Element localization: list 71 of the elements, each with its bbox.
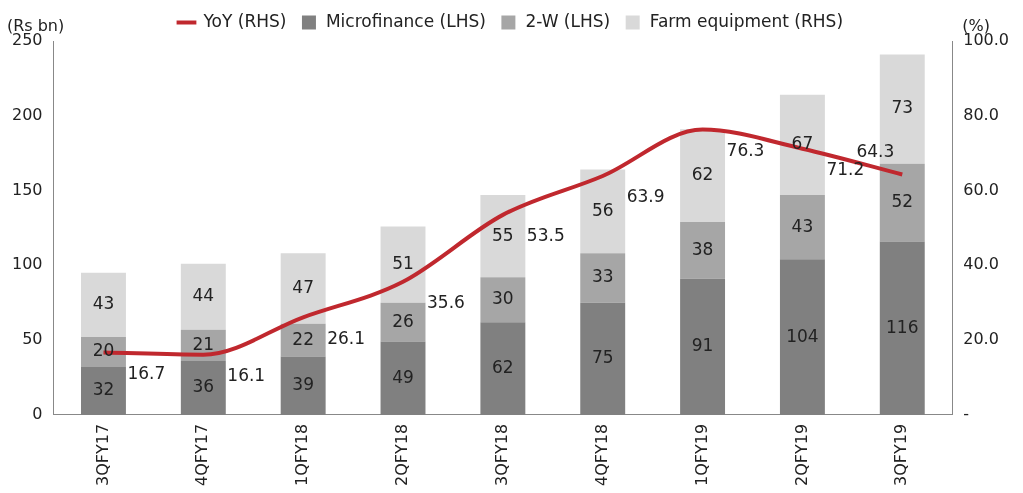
data-label: 16.1 [227,365,266,386]
bar [779,94,825,196]
data-label: 26.1 [327,327,366,348]
data-label: 38 [691,238,714,259]
data-label: 16.7 [127,362,166,383]
legend-label: Farm equipment (RHS) [649,10,844,31]
y-tick-label: 50 [22,329,43,349]
x-tick-label: 4QFY17 [192,423,212,486]
x-tick-label: 1QFY18 [292,423,312,486]
bar [879,163,925,242]
data-label: 32 [92,379,115,400]
data-label: 75 [591,347,614,368]
y-tick-label: 100 [11,254,43,274]
data-label: 51 [392,253,414,274]
data-label: 33 [591,266,614,287]
bar [680,221,726,279]
data-label: 39 [292,374,314,395]
bar [380,302,426,342]
y-tick-label: 0 [32,404,43,424]
data-label: 26 [392,310,414,331]
bar [779,195,825,260]
data-label: 63.9 [626,186,665,207]
legend-label: YoY (RHS) [202,10,287,31]
bar [580,169,626,254]
data-label: 30 [492,288,514,309]
legend-label: Microfinance (LHS) [325,10,486,31]
data-label: 35.6 [427,292,465,313]
bar [580,253,626,303]
data-label: 55 [492,224,514,245]
bar [480,277,526,323]
x-tick-label: 3QFY19 [891,423,911,486]
data-label: 44 [192,285,215,306]
data-label: 36 [192,376,215,397]
data-label: 47 [292,276,314,297]
y-tick-label: 150 [11,179,43,199]
data-label: 73 [891,97,914,118]
y-tick-label: 200 [11,104,43,124]
data-label: 43 [791,215,814,236]
data-label: 53.5 [526,225,565,246]
data-label: 49 [392,366,414,387]
x-tick-label: 3QFY17 [92,423,112,486]
data-label: 52 [891,190,914,211]
data-label: 76.3 [726,140,765,161]
data-label: 104 [786,325,819,346]
data-label: 22 [292,328,314,349]
data-label: 62 [691,164,714,185]
data-label: 64.3 [856,140,895,161]
data-label: 56 [591,199,614,220]
y2-tick-label: - [963,404,969,424]
data-label: 116 [886,316,919,337]
data-label: 62 [492,356,514,377]
data-label: 71.2 [826,159,865,180]
data-label: 43 [92,293,115,314]
legend-label: 2-W (LHS) [525,10,611,31]
y2-tick-label: 60.0 [963,179,999,199]
bar [280,253,326,324]
data-label: 21 [192,333,215,354]
y2-tick-label: 40.0 [963,254,999,274]
y2-tick-label: 80.0 [963,104,999,124]
bar [81,272,126,338]
data-label: 20 [92,340,115,361]
bar [680,129,726,222]
x-tick-label: 1QFY19 [691,423,711,486]
y2-tick-label: 20.0 [963,329,999,349]
x-tick-label: 2QFY19 [791,423,811,486]
bar [480,195,526,278]
x-tick-label: 2QFY18 [392,423,412,486]
data-label: 91 [691,335,714,356]
x-tick-label: 3QFY18 [492,423,512,486]
bar [180,263,226,330]
x-tick-label: 4QFY18 [591,423,611,486]
